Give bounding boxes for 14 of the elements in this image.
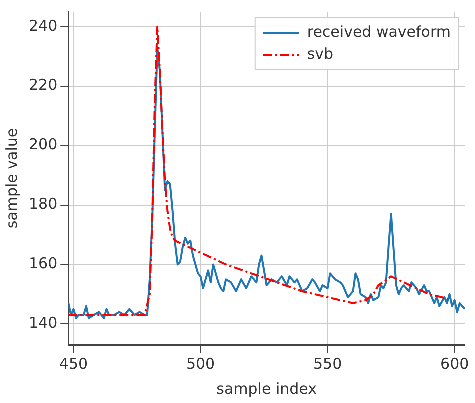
y-tick-label: 160 bbox=[28, 254, 58, 273]
y-tick-label: 240 bbox=[28, 16, 58, 35]
y-tick-label: 200 bbox=[28, 136, 58, 154]
legend-label: received waveform bbox=[307, 22, 452, 41]
y-tick-label: 180 bbox=[28, 195, 58, 214]
y-axis-title: sample value bbox=[2, 128, 21, 229]
x-tick-label: 550 bbox=[313, 354, 342, 373]
y-tick-label: 140 bbox=[28, 314, 58, 332]
x-axis-title: sample index bbox=[216, 380, 318, 398]
x-tick-label: 450 bbox=[59, 354, 88, 373]
legend-label: svb bbox=[307, 44, 334, 63]
x-tick-label: 500 bbox=[186, 354, 216, 373]
y-tick-label: 220 bbox=[28, 76, 58, 94]
x-tick-label: 600 bbox=[440, 354, 470, 373]
